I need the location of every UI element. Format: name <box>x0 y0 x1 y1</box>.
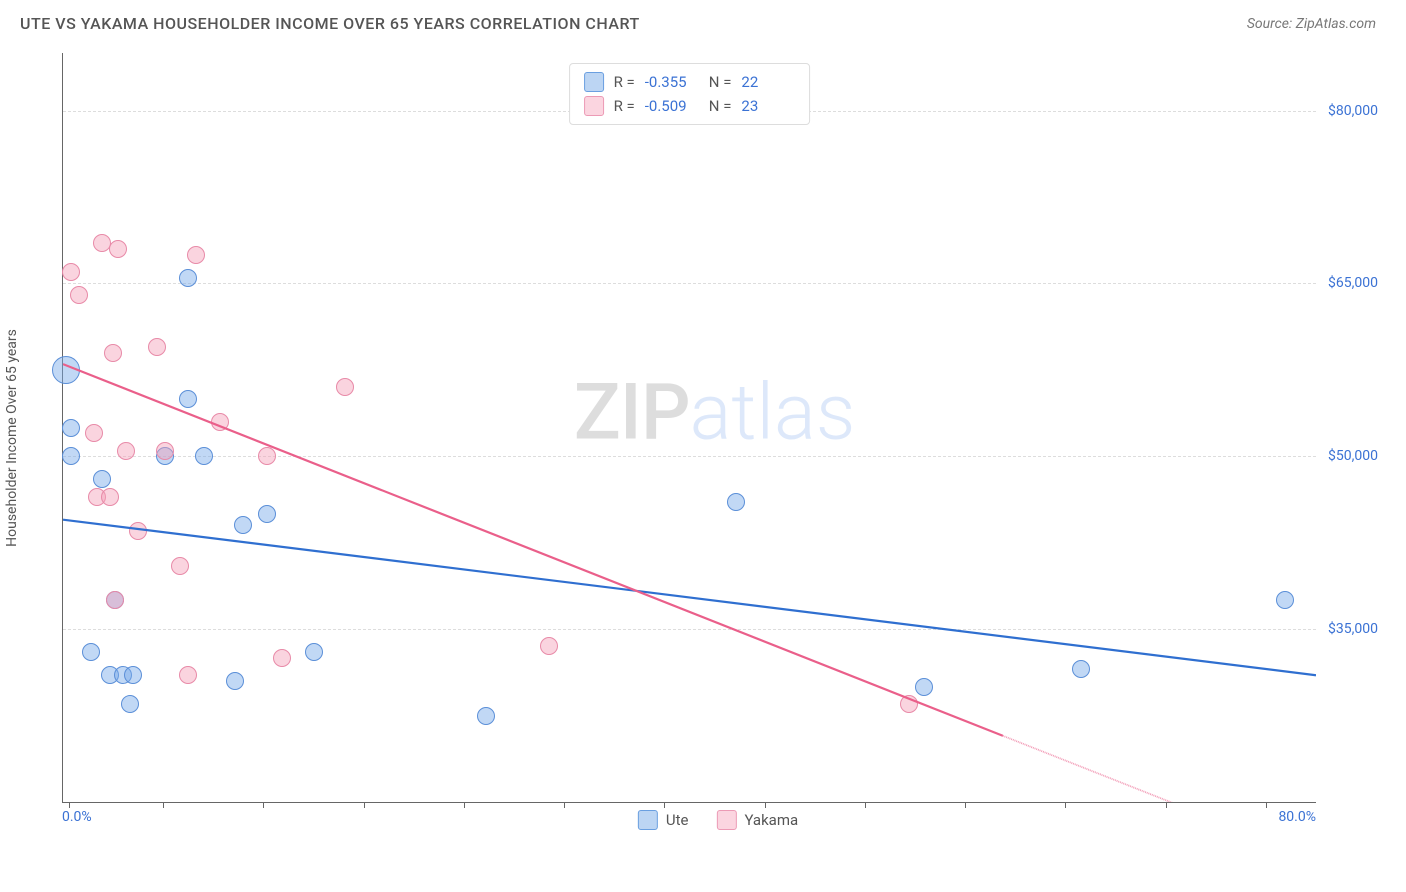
x-max-label: 80.0% <box>1278 809 1316 825</box>
yakama-n-value: 23 <box>741 97 795 115</box>
x-tick <box>69 802 70 808</box>
y-tick-label: $80,000 <box>1328 103 1378 119</box>
n-label: N = <box>709 97 732 115</box>
legend-item-yakama: Yakama <box>716 810 798 830</box>
x-tick <box>1266 802 1267 808</box>
y-tick-label: $50,000 <box>1328 448 1378 464</box>
x-tick <box>1065 802 1066 808</box>
ute-legend-label: Ute <box>666 811 689 829</box>
yakama-legend-label: Yakama <box>744 811 798 829</box>
x-tick <box>564 802 565 808</box>
x-min-label: 0.0% <box>62 809 92 825</box>
legend-row-yakama: R = -0.509 N = 23 <box>584 94 796 118</box>
x-tick <box>1166 802 1167 808</box>
ute-n-value: 22 <box>741 73 795 91</box>
source-prefix: Source: <box>1247 16 1296 32</box>
legend-row-ute: R = -0.355 N = 22 <box>584 70 796 94</box>
x-tick <box>263 802 264 808</box>
source-attribution: Source: ZipAtlas.com <box>1247 16 1376 32</box>
y-axis-label: Householder Income Over 65 years <box>4 329 20 547</box>
yakama-r-value: -0.509 <box>645 97 699 115</box>
x-tick <box>765 802 766 808</box>
series-legend: Ute Yakama <box>638 810 798 830</box>
trendlines-layer <box>63 53 1316 802</box>
plot-area: ZIPatlas R = -0.355 N = 22 R = -0.509 N … <box>62 53 1316 803</box>
y-tick-label: $65,000 <box>1328 275 1378 291</box>
legend-item-ute: Ute <box>638 810 689 830</box>
r-label: R = <box>614 97 635 115</box>
yakama-swatch-icon <box>716 810 736 830</box>
n-label: N = <box>709 73 732 91</box>
x-tick <box>965 802 966 808</box>
chart-container: Householder Income Over 65 years ZIPatla… <box>50 43 1386 833</box>
ute-r-value: -0.355 <box>645 73 699 91</box>
x-tick <box>664 802 665 808</box>
ute-swatch-icon <box>584 72 604 92</box>
chart-title: UTE VS YAKAMA HOUSEHOLDER INCOME OVER 65… <box>20 14 640 33</box>
y-tick-label: $35,000 <box>1328 621 1378 637</box>
x-tick <box>163 802 164 808</box>
r-label: R = <box>614 73 635 91</box>
ute-swatch-icon <box>638 810 658 830</box>
x-tick <box>364 802 365 808</box>
yakama-swatch-icon <box>584 96 604 116</box>
x-tick <box>464 802 465 808</box>
x-tick <box>865 802 866 808</box>
correlation-legend: R = -0.355 N = 22 R = -0.509 N = 23 <box>569 63 811 125</box>
chart-header: UTE VS YAKAMA HOUSEHOLDER INCOME OVER 65… <box>0 0 1406 43</box>
source-name: ZipAtlas.com <box>1296 16 1376 32</box>
